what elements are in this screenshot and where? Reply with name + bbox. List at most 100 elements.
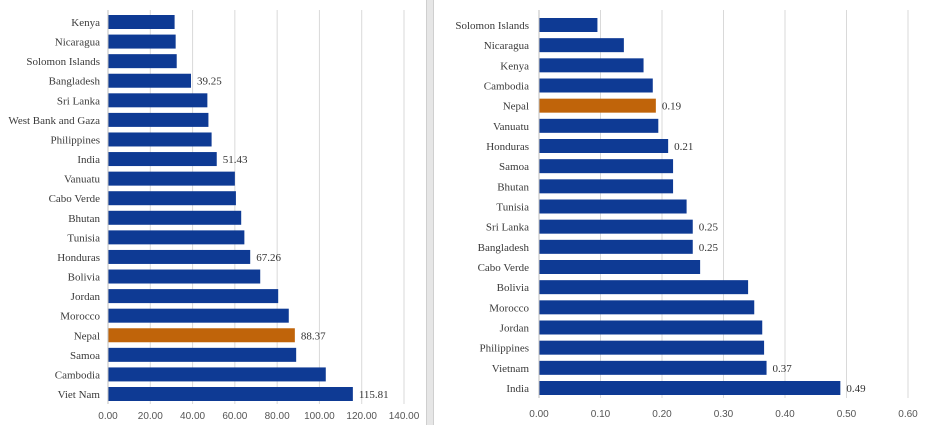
category-label: Solomon Islands (26, 56, 100, 68)
x-tick-label: 0.00 (529, 409, 549, 420)
category-label: Bolivia (68, 272, 101, 284)
bar-cambodia (108, 367, 326, 382)
bar-nicaragua (108, 34, 176, 49)
category-label: Bolivia (497, 282, 530, 294)
category-label: Jordan (500, 323, 530, 335)
bar-tunisia (539, 199, 687, 214)
category-label: Nicaragua (55, 37, 100, 49)
x-tick-label: 0.00 (98, 411, 118, 422)
bar-philippines (108, 132, 212, 147)
x-tick-label: 0.30 (714, 409, 734, 420)
bar-kenya (108, 15, 175, 29)
data-label: 0.37 (773, 363, 793, 375)
data-label: 51.43 (223, 154, 248, 166)
x-tick-label: 140.00 (389, 411, 420, 422)
x-tick-label: 0.50 (837, 409, 857, 420)
category-label: Vanuatu (493, 121, 530, 133)
bar-nepal (539, 98, 656, 113)
bar-bhutan (539, 179, 674, 194)
category-label: Morocco (489, 302, 529, 314)
data-label: 39.25 (197, 76, 222, 88)
category-label: Bangladesh (49, 76, 101, 88)
bar-tunisia (108, 230, 245, 245)
category-label: Tunisia (67, 232, 100, 244)
category-label: Kenya (500, 60, 529, 72)
bar-viet-nam (108, 387, 353, 401)
category-label: Samoa (499, 161, 529, 173)
category-label: Nicaragua (484, 40, 529, 52)
bar-west-bank-and-gaza (108, 112, 209, 127)
category-label: Bangladesh (478, 242, 530, 254)
bar-india (539, 381, 841, 395)
x-tick-label: 0.40 (775, 409, 795, 420)
bar-vanuatu (108, 171, 235, 186)
data-label: 0.21 (674, 141, 693, 153)
category-label: Honduras (57, 252, 100, 264)
left-bar-chart: Kenya Nicaragua Solomon Islands Bangladesh 3… (8, 10, 420, 422)
category-label: West Bank and Gaza (8, 115, 100, 127)
bar-india (108, 152, 217, 167)
data-label: 67.26 (256, 252, 281, 264)
bar-bangladesh (108, 73, 191, 88)
right-chart-panel: Solomon Islands Nicaragua Kenya Cambodia Nep… (433, 0, 936, 425)
bar-nicaragua (539, 38, 624, 53)
category-label: Nepal (74, 330, 100, 342)
category-label: Solomon Islands (455, 20, 529, 32)
x-tick-label: 120.00 (346, 411, 377, 422)
category-label: Vanuatu (64, 174, 101, 186)
bar-kenya (539, 58, 644, 73)
bar-honduras (108, 249, 251, 264)
bar-philippines (539, 340, 765, 355)
category-label: Bhutan (68, 213, 100, 225)
bar-jordan (539, 320, 763, 335)
data-label: 0.25 (699, 242, 719, 254)
data-label: 88.37 (301, 330, 326, 342)
category-label: Bhutan (497, 181, 529, 193)
x-tick-label: 80.00 (265, 411, 290, 422)
category-label: India (77, 154, 100, 166)
category-label: Philippines (50, 134, 100, 146)
bar-cambodia (539, 78, 653, 93)
bar-honduras (539, 139, 669, 153)
category-label: Morocco (60, 311, 100, 323)
x-tick-label: 100.00 (304, 411, 335, 422)
data-label: 0.19 (662, 101, 682, 113)
category-label: Samoa (70, 350, 100, 362)
x-tick-label: 0.60 (898, 409, 918, 420)
category-label: Kenya (71, 17, 100, 29)
data-label: 0.25 (699, 222, 719, 234)
bar-vietnam (539, 360, 767, 375)
category-label: Sri Lanka (486, 222, 529, 234)
category-label: Jordan (71, 291, 101, 303)
bar-morocco (108, 308, 289, 323)
x-tick-label: 40.00 (180, 411, 205, 422)
bar-solomon-islands (108, 54, 177, 69)
bar-vanuatu (539, 118, 659, 133)
bar-solomon-islands (539, 18, 598, 32)
category-label: India (506, 383, 529, 395)
category-label: Nepal (503, 101, 529, 113)
data-label: 0.49 (846, 383, 866, 395)
bar-bhutan (108, 210, 242, 225)
category-label: Vietnam (492, 363, 530, 375)
category-label: Honduras (486, 141, 529, 153)
category-label: Sri Lanka (57, 95, 100, 107)
bar-nepal (108, 328, 295, 343)
category-label: Cabo Verde (49, 193, 101, 205)
category-label: Cambodia (55, 369, 100, 381)
x-tick-label: 60.00 (222, 411, 247, 422)
bar-samoa (108, 347, 297, 362)
bar-cabo-verde (108, 191, 236, 206)
bar-sri-lanka (539, 219, 693, 234)
bar-samoa (539, 159, 674, 174)
data-label: 115.81 (359, 389, 389, 401)
bar-bolivia (539, 280, 749, 295)
bar-jordan (108, 289, 279, 304)
bar-morocco (539, 300, 755, 315)
bar-sri-lanka (108, 93, 208, 108)
category-label: Cabo Verde (478, 262, 530, 274)
x-tick-label: 0.10 (591, 409, 611, 420)
bar-bangladesh (539, 239, 693, 254)
category-label: Philippines (479, 343, 529, 355)
right-bar-chart: Solomon Islands Nicaragua Kenya Cambodia Nep… (455, 10, 918, 420)
